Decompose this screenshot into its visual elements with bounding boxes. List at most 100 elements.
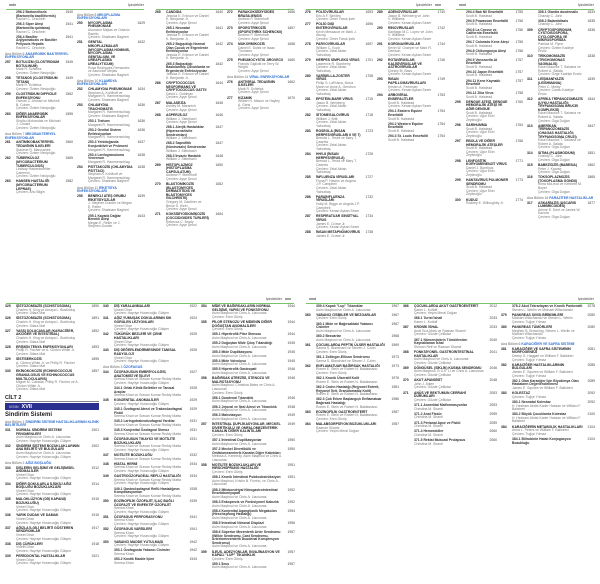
toc-subentry: 344.1 Ortak Klinik Belirtiler ve Tanısal…	[103, 385, 197, 398]
subchapter-title: Colorado Kene Ateşi	[475, 39, 509, 44]
entry-authors: J. Stephen Dumler ve Megan E. Reller Çev…	[88, 201, 132, 213]
toc-subentry: 371.4 Hemoroidler Christina M. Shanti 2060	[403, 429, 497, 437]
entry-authors: Scott B. Halstead	[466, 73, 493, 78]
entry-authors: Kevin W. Graepel ve Mark R. Denison Çevi…	[388, 45, 432, 57]
chapter-number: 283	[305, 128, 311, 133]
entry-body: DİŞ DEĞERLENDİRMESİNDE TANISAL RADYOLOJİ…	[114, 348, 185, 363]
entry-title: GASTROÖZOFAGEAL REFLÜ HASTALIĞI	[114, 474, 181, 479]
entry-body: 349.1 Gastroözofageal Reflü Hastalığının…	[114, 486, 185, 499]
entry-title: 356.2 Jejunal ve İleal Atrezi ve Tıkanık…	[212, 404, 283, 410]
entry-authors: William J. Steinbach	[166, 136, 197, 141]
subchapter-number: 256.3	[16, 22, 25, 27]
entry-page-number: 1764	[515, 122, 523, 127]
entry-title: TOKSOPLAZMOZİS (TOXOPLASMA GONDII)	[538, 175, 577, 183]
toc-subentry: 360.1 Mide ve Bağırsaktaki Yabancı Cisim…	[305, 321, 399, 334]
chapter-number	[305, 356, 316, 363]
subchapter-title: Saprofitik (Noninvaziv) Sendromlar	[166, 141, 206, 149]
subchapter-number: 253.1	[88, 119, 97, 124]
chapter-number: 363	[305, 409, 311, 414]
entry-body: MALOKLÜZYON (DİŞ KAPANIŞ BOZUKLUĞU) Vinee…	[16, 498, 87, 512]
entry-body: DİĞER ANAEROBİK ENFEKSİYONLAR Sindhu Moha…	[16, 112, 61, 131]
subchapter-title: Kronik İntestinal Psödoobstrüksiyon	[221, 475, 281, 480]
toc-column: 325 ŞİSTOZOMİAZİS (SCHISTOSOMA) Charles H.…	[5, 304, 99, 572]
subchapter-title: Jejunal ve İleal Atrezi ve Tıkanıklık	[221, 404, 277, 409]
entry-title: DİŞ DEĞERLENDİRMESİNDE TANISAL RADYOLOJİ	[114, 348, 177, 356]
entry-page-number: 1757	[515, 78, 523, 83]
entry-authors: Holly M. Biggs ve Angela J.P. Campbell Ç…	[316, 202, 360, 214]
chapter-number: 252	[77, 87, 83, 92]
entry-body: YARIK DUDAK VE DAMAK Vineet Dhar Çeviren:…	[16, 514, 87, 525]
toc-columns: 265 CANDIDA Jessica E. Ericson ve Daniel K…	[155, 10, 295, 229]
toc-subentry: 357.1 İntestinal Duplikasyonlar Asim Maqb…	[201, 438, 295, 446]
toc-subentry: 358.1 Kronik İntestinal Psödoobstrüksiyo…	[201, 475, 295, 487]
chapter-number: 355	[201, 319, 207, 324]
entry-authors: Seema Khan ve Sravan Kumar Reddy Matta Ç…	[114, 477, 181, 486]
toc-entry: 269 HİSTOPLAZMOZ (HISTOPLASMA CAPSULATUM)…	[155, 163, 223, 182]
entry-page-number: 1851	[587, 150, 595, 155]
entry-authors: Asim Maqbool ve Chris A. Liacouras	[316, 307, 371, 312]
entry-page-number: 1943	[189, 557, 197, 562]
entry-body: MİDE VE BAĞIRSAKLARIN NORMAL GELİŞİMİ, Y…	[212, 304, 283, 319]
toc-subentry: 371.3 Perianal Apse ve Fistül Christina M…	[403, 421, 497, 429]
subchapter-title: Gastroözofageal Reflü Hastalığının Kompl…	[114, 486, 180, 495]
subchapter-title: Akut Tekrarlayan ve Kronik Pankreatit	[521, 304, 583, 308]
entry-title: ANTİVİRAL TEDAVİNİN İLKELERİ	[238, 79, 275, 88]
entry-title: 294.4 Batı Nil Ensefaliti	[466, 10, 511, 15]
entry-title: BAĞIRSAK ATREZİSİ, STENOZU VE MALROTASYO…	[212, 376, 270, 384]
chapter-number: 384	[501, 424, 507, 429]
entry-page-number: 1928	[189, 385, 197, 390]
entry-body: ROTAVİRUSLAR, KALİSİVİRUSLAR VE ASTROVİR…	[388, 58, 433, 77]
entry-authors: Seema Khan ve Sravan Kumar Reddy Matta	[114, 393, 181, 398]
chapter-number	[201, 510, 212, 521]
chapter-number	[201, 360, 212, 367]
subchapter-title: Malrotasyon	[221, 413, 242, 418]
entry-body: KARACİĞERİN METABOLİK HASTALIKLARI Anna L…	[512, 425, 583, 437]
subchapter-title: Batı Nil Ensefaliti	[475, 10, 504, 14]
toc-subentry: 294.1 Eastern Equine Ensefaliti Scott B. …	[377, 110, 445, 121]
entry-page-number: 1637	[137, 140, 145, 145]
entry-page-number: 1926	[189, 348, 197, 353]
chapter-number: 313	[527, 123, 533, 128]
subchapter-number: 355.2	[212, 341, 221, 346]
toc-entry: 282 SİTOMEGALOVİRUS William J. Britt Çevir…	[305, 113, 373, 128]
entry-page-number: 1565	[65, 156, 73, 161]
chapter-number: 250	[77, 20, 83, 25]
entry-body: 294.9 Venezuella At Ensefaliti Scott B. H…	[466, 58, 511, 70]
entry-page-number: 2092	[587, 391, 595, 396]
entry-page-number: 1967	[391, 321, 399, 326]
entry-page-number: 1967	[391, 304, 399, 308]
entry-title: KONJENİTAL ANOMALİLER	[114, 398, 159, 403]
entry-authors: H. Hesham Abdel-Kader Hassan ve William …	[512, 415, 581, 424]
entry-body: AFRİKA TRİPANOZOMİAZİS (UYKU HASTALIĞI; …	[538, 97, 583, 123]
entry-page-number: 1634	[137, 87, 145, 92]
toc-entry: 344 ÖZOFAGUSUN EMBRİYOLOJİSİ, ANATOMİSİ V…	[103, 370, 197, 385]
entry-authors: Asim Maqbool ve Chris A. Liacouras	[212, 362, 267, 367]
entry-title: NORMAL SİNDİRİM SİSTEMİ FENOMENLERİ	[16, 427, 62, 436]
entry-body: DİŞ ÇÜRÜKLERİ Vineet Dhar Çeviren: Hayriy…	[16, 542, 87, 554]
chapter-number: 346	[103, 437, 109, 442]
chapter-number: 286	[305, 194, 311, 199]
entry-body: 358.1 Kronik İntestinal Psödoobstrüksiyo…	[212, 475, 283, 487]
entry-page-number: 1641	[215, 25, 223, 30]
entry-authors: Çeviren: Eren Güniş	[316, 316, 347, 321]
entry-body: 265.3 Bağışıklığı Baskılanmış Çocuklarda…	[166, 62, 211, 81]
subchapter-number: 362.1	[316, 376, 325, 381]
entry-authors: Shimon Reif ve Raanan Shamir	[414, 344, 462, 349]
chapter-number	[455, 80, 466, 91]
toc-entry: 299 HANTAVİRUS PULMONER SENDROMU Scott B. …	[455, 178, 523, 197]
entry-page-number: 1897	[91, 369, 99, 374]
toc-entry: 280 VARİSELLA-ZOSTER VİRUS Philip S. LaRus…	[305, 74, 373, 97]
subchapter-number: 353.1	[114, 548, 123, 553]
entry-authors: Francis Gigliotti ve Terry W. Wright Çev…	[238, 61, 280, 73]
section-title: KLAMİDYA ENFEKSİYONLARI	[77, 78, 117, 87]
entry-title: MOTİLİTE BOZUKLUKLARI VE HIRSCHSPRUNG HA…	[212, 462, 262, 471]
toc-subentry: 294.2 Western Equine Ensefaliti Scott B. …	[377, 122, 445, 134]
subchapter-number: 355.3	[212, 349, 221, 354]
toc-entry: 339 PERİODONTAL HASTALIKLAR Vineet Dhar Çe…	[5, 554, 99, 566]
entry-authors: Asim Maqbool ve Chris A. Liacouras	[212, 494, 267, 499]
chapter-number	[201, 351, 212, 358]
entry-authors: Seema Khan	[114, 560, 134, 565]
entry-page-number: 2048	[489, 378, 497, 383]
entry-body: AMERİKAN TRİPANOZOMİAZİS (CHAGAS HASTALI…	[538, 124, 583, 150]
entry-body: CRYPTOCOCCUS NEOFORMANS VE CRYPTOCOCCUS …	[166, 81, 211, 100]
